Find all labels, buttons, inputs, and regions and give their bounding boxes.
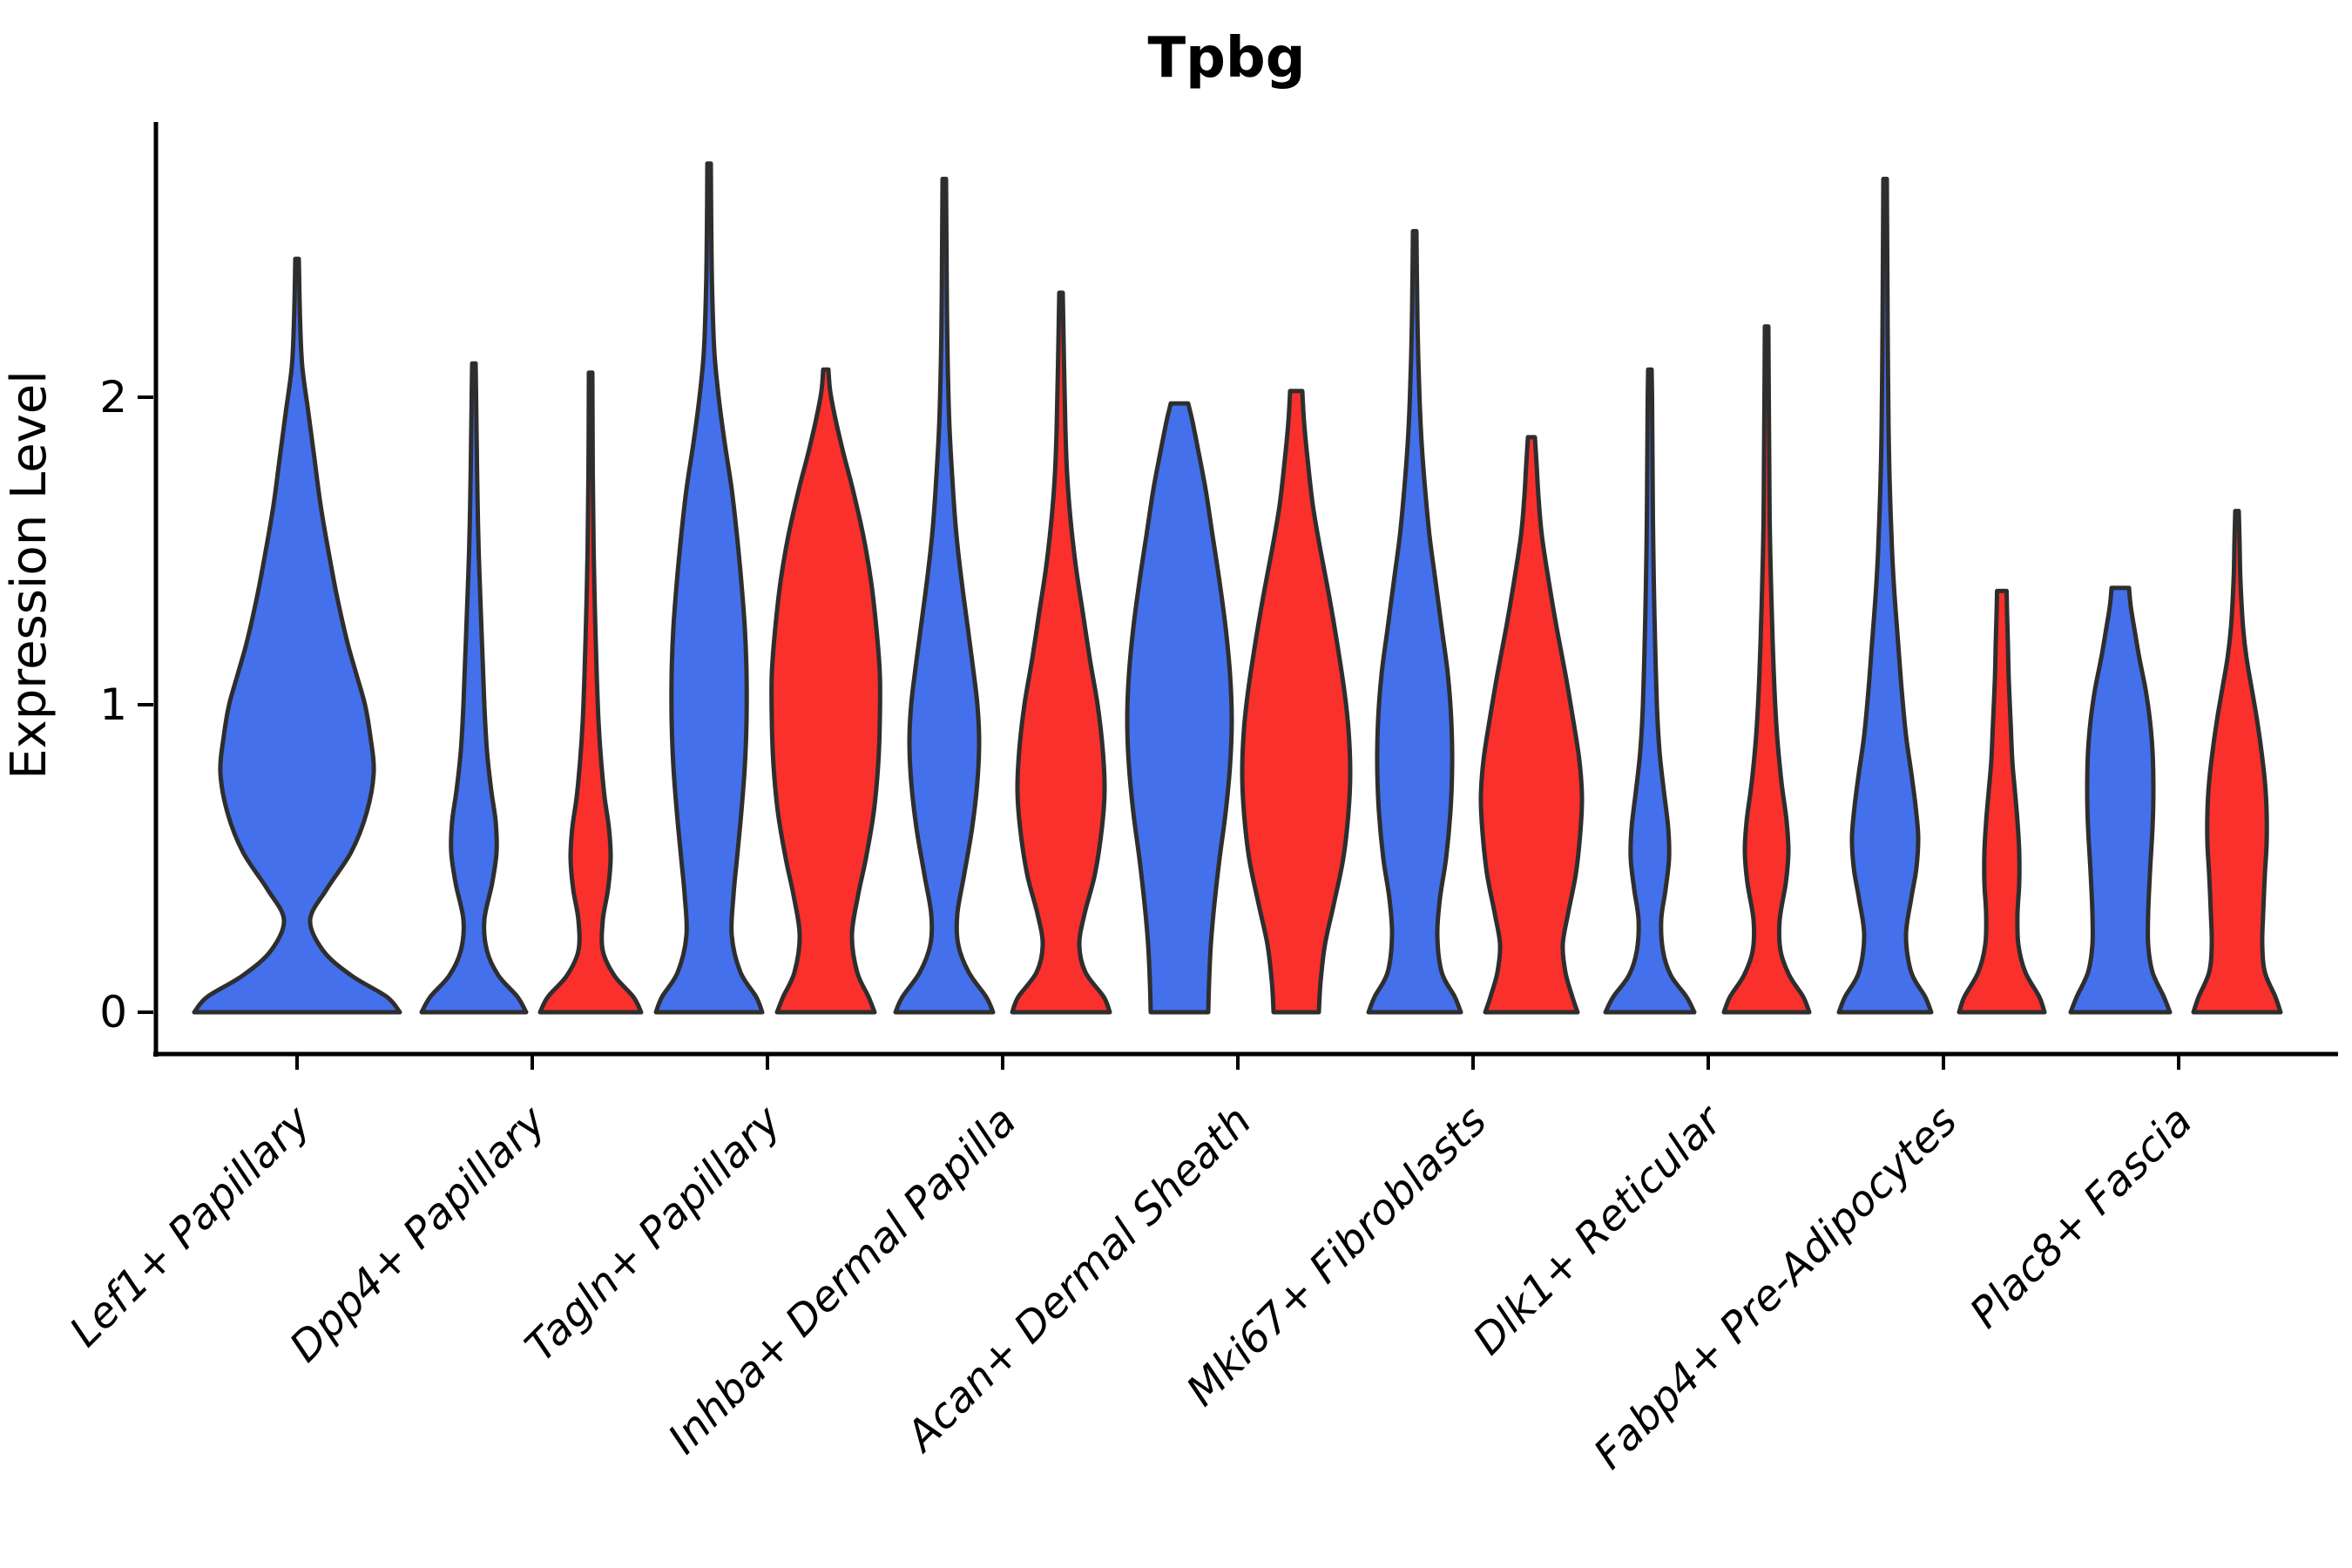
y-tick-label-1: 1 bbox=[99, 679, 127, 730]
y-tick-label-0: 0 bbox=[99, 987, 127, 1037]
y-tick-label-2: 2 bbox=[99, 372, 127, 422]
violin-mki67-fibroblasts-red bbox=[1478, 435, 1585, 1015]
violin-fabp4-pre-adipocytes-red bbox=[1957, 588, 2047, 1015]
x-category-label-6: Dlk1+ Reticular bbox=[1463, 1095, 1734, 1365]
violin-inhba-dermal-papilla-red bbox=[1010, 290, 1112, 1015]
x-category-label-0: Lef1+ Papillary bbox=[60, 1096, 321, 1356]
x-category-label-2: Tagln+ Papillary bbox=[516, 1096, 791, 1371]
violin-dpp4-papillary-blue bbox=[419, 361, 529, 1015]
violin-lef1-papillary-blue bbox=[192, 256, 402, 1015]
violin-mki67-fibroblasts-blue bbox=[1366, 228, 1463, 1015]
plot-title: Tpbg bbox=[1147, 26, 1305, 91]
violin-tagln-papillary-blue bbox=[653, 161, 765, 1015]
violin-fabp4-pre-adipocytes-blue bbox=[1836, 176, 1934, 1015]
violin-dlk1-reticular-blue bbox=[1603, 367, 1697, 1015]
x-category-label-1: Dpp4+ Papillary bbox=[280, 1096, 556, 1371]
violins-layer bbox=[192, 161, 2283, 1015]
violin-acan-dermal-sheath-blue bbox=[1125, 401, 1234, 1015]
y-ticks-layer: 0 1 2 bbox=[99, 372, 153, 1037]
violin-plac8-fascia-red bbox=[2191, 509, 2283, 1015]
y-axis-label: Expression Level bbox=[1, 370, 57, 780]
violin-plac8-fascia-blue bbox=[2068, 585, 2173, 1015]
violin-inhba-dermal-papilla-blue bbox=[893, 176, 996, 1015]
violin-dpp4-papillary-red bbox=[537, 370, 644, 1015]
violin-acan-dermal-sheath-red bbox=[1240, 389, 1353, 1015]
violin-tagln-papillary-red bbox=[769, 367, 882, 1015]
violin-dlk1-reticular-red bbox=[1721, 324, 1812, 1015]
x-category-label-8: Plac8+ Fascia bbox=[1961, 1097, 2202, 1338]
